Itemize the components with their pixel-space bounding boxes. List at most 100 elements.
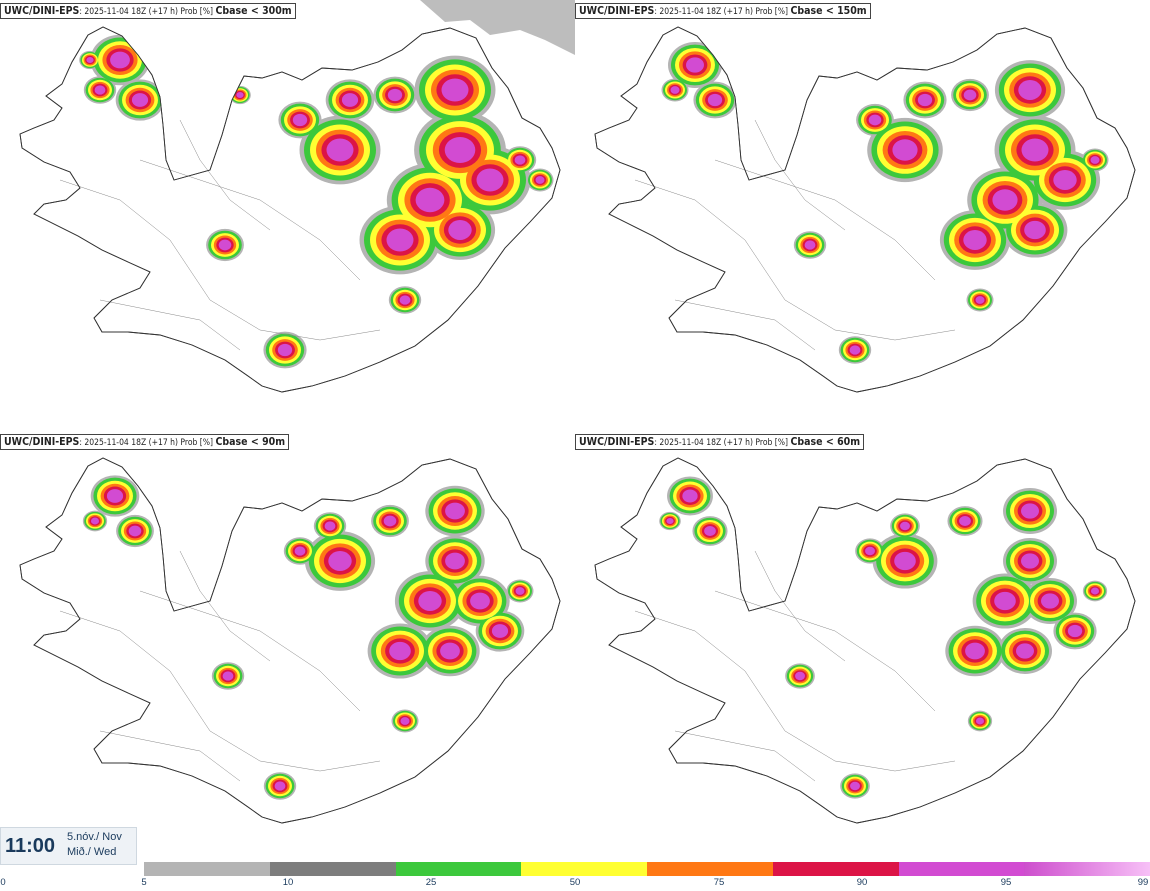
sea-fog-area xyxy=(420,0,575,55)
probability-contour xyxy=(682,489,698,503)
probability-contour xyxy=(440,642,460,660)
iceland-map xyxy=(575,431,1150,862)
probability-contour xyxy=(1021,553,1039,569)
color-bar-tick-label: 95 xyxy=(1000,877,1012,888)
panel-title: UWC/DINI-EPS: 2025-11-04 18Z (+17 h) Pro… xyxy=(575,434,865,450)
probability-contour xyxy=(707,93,723,107)
color-bar-segment xyxy=(647,862,773,876)
run-info: : 2025-11-04 18Z (+17 h) Prob [%] xyxy=(654,7,791,17)
color-bar-segment xyxy=(395,862,522,876)
probability-contour xyxy=(704,526,716,536)
probability-contour xyxy=(448,220,472,240)
iceland-map xyxy=(0,0,575,431)
probability-contour xyxy=(444,136,476,164)
color-bar-segment xyxy=(269,862,396,876)
probability-contour xyxy=(1041,593,1059,609)
color-bar-segment xyxy=(144,862,270,876)
coastline-outline xyxy=(19,26,561,393)
probability-contour xyxy=(389,641,411,661)
road-line xyxy=(634,610,956,772)
probability-contour xyxy=(1090,156,1100,164)
probability-contour xyxy=(1021,503,1039,519)
model-name: UWC/DINI-EPS xyxy=(579,436,655,448)
color-bar-segment xyxy=(772,862,899,876)
road-line xyxy=(59,179,381,341)
probability-contour xyxy=(445,502,465,520)
probability-contour xyxy=(804,240,816,250)
threshold-label: Cbase < 90m xyxy=(215,436,286,448)
probability-field xyxy=(79,34,554,369)
probability-contour xyxy=(415,187,445,213)
map-panel-90m: UWC/DINI-EPS: 2025-11-04 18Z (+17 h) Pro… xyxy=(0,431,575,862)
color-bar-tick-label: 50 xyxy=(569,877,581,888)
probability-contour xyxy=(1053,170,1077,190)
probability-contour xyxy=(106,489,124,503)
probability-contour xyxy=(900,521,910,531)
probability-contour xyxy=(868,114,882,126)
road-line xyxy=(139,159,361,281)
probability-contour xyxy=(274,781,286,791)
probability-contour xyxy=(470,592,490,610)
probability-contour xyxy=(399,295,411,305)
probability-contour xyxy=(90,517,100,525)
map-panel-60m: UWC/DINI-EPS: 2025-11-04 18Z (+17 h) Pro… xyxy=(575,431,1150,862)
probability-contour xyxy=(400,717,410,725)
probability-contour xyxy=(917,93,933,107)
probability-contour xyxy=(418,591,442,611)
color-bar-tick-label: 99 xyxy=(1137,877,1149,888)
probability-contour xyxy=(94,85,106,95)
probability-contour xyxy=(892,139,918,161)
probability-contour xyxy=(963,89,977,101)
run-info: : 2025-11-04 18Z (+17 h) Prob [%] xyxy=(79,7,216,17)
probability-contour xyxy=(849,345,861,355)
model-name: UWC/DINI-EPS xyxy=(4,436,80,448)
probability-contour xyxy=(326,138,354,162)
probability-contour xyxy=(292,113,308,127)
road-line xyxy=(674,299,816,351)
probability-contour xyxy=(959,516,971,526)
probability-contour xyxy=(666,517,674,525)
iceland-map xyxy=(575,0,1150,431)
road-line xyxy=(99,299,241,351)
probability-contour xyxy=(1090,587,1100,595)
threshold-label: Cbase < 300m xyxy=(215,5,292,17)
probability-contour xyxy=(686,57,704,73)
probability-contour xyxy=(383,515,397,527)
probability-contour xyxy=(975,296,985,304)
probability-contour xyxy=(1018,80,1042,100)
probability-contour xyxy=(294,546,306,556)
road-line xyxy=(99,730,241,782)
valid-weekday: Mið./ Wed xyxy=(67,846,117,858)
probability-contour xyxy=(1021,138,1049,162)
probability-field xyxy=(82,475,534,800)
probability-contour xyxy=(994,591,1016,611)
color-bar-tick-label: 90 xyxy=(856,877,868,888)
probability-contour xyxy=(387,88,403,102)
threshold-label: Cbase < 150m xyxy=(790,5,867,17)
probability-field xyxy=(661,42,1109,364)
color-bar-tick-label: 75 xyxy=(713,877,725,888)
road-line xyxy=(139,590,361,712)
probability-contour xyxy=(236,91,244,99)
map-panel-300m: UWC/DINI-EPS: 2025-11-04 18Z (+17 h) Pro… xyxy=(0,0,575,431)
probability-contour xyxy=(515,587,525,595)
road-line xyxy=(714,590,936,712)
probability-contour xyxy=(131,93,149,107)
coastline-outline xyxy=(594,26,1136,393)
probability-contour xyxy=(535,176,545,184)
road-line xyxy=(59,610,381,772)
probability-contour xyxy=(795,671,805,681)
panel-title: UWC/DINI-EPS: 2025-11-04 18Z (+17 h) Pro… xyxy=(0,434,290,450)
probability-contour xyxy=(341,93,359,107)
model-name: UWC/DINI-EPS xyxy=(579,5,655,17)
probability-contour xyxy=(110,51,130,69)
threshold-label: Cbase < 60m xyxy=(790,436,861,448)
road-line xyxy=(714,159,936,281)
probability-contour xyxy=(445,552,465,570)
probability-contour xyxy=(324,521,336,531)
road-line xyxy=(754,119,846,231)
probability-contour xyxy=(222,671,234,681)
probability-contour xyxy=(894,551,916,571)
probability-contour xyxy=(476,168,504,192)
valid-date: 5.nóv./ Nov xyxy=(67,831,122,843)
